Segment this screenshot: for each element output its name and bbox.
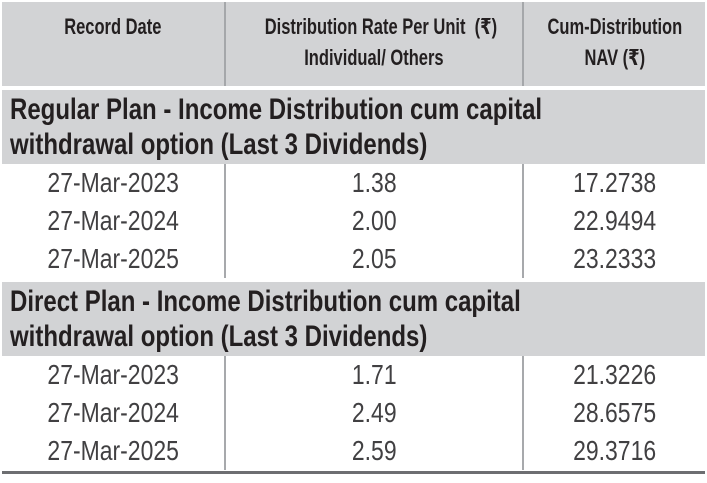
rate-per-unit-value: 1.71 — [351, 359, 397, 390]
rate-per-unit-value: 2.00 — [351, 205, 397, 236]
distribution-rate-header-sublabel: Individual/ Others — [304, 45, 444, 70]
table-row: 27-Mar-2025 2.59 29.3716 — [2, 432, 705, 470]
cum-nav-cell: 22.9494 — [524, 202, 705, 240]
cum-nav-value: 28.6575 — [573, 397, 656, 428]
record-date-cell: 27-Mar-2023 — [2, 164, 226, 202]
cum-nav-cell: 23.2333 — [524, 240, 705, 278]
cum-nav-value: 23.2333 — [573, 243, 656, 274]
record-date-cell: 27-Mar-2025 — [2, 240, 226, 278]
record-date-value: 27-Mar-2025 — [47, 243, 179, 274]
cum-nav-cell: 21.3226 — [524, 356, 705, 394]
record-date-value: 27-Mar-2024 — [47, 205, 179, 236]
rate-per-unit-cell: 1.71 — [226, 356, 524, 394]
record-date-value: 27-Mar-2025 — [47, 435, 179, 466]
cum-distribution-nav-header-label: Cum-Distribution NAV (₹) — [547, 14, 682, 70]
record-date-value: 27-Mar-2023 — [47, 359, 179, 390]
header-cell-record-date: Record Date — [2, 2, 226, 86]
cum-nav-cell: 17.2738 — [524, 164, 705, 202]
header-cell-distribution-rate: Distribution Rate Per Unit (₹) Individua… — [226, 2, 524, 86]
rate-per-unit-value: 2.05 — [351, 243, 397, 274]
record-date-cell: 27-Mar-2024 — [2, 394, 226, 432]
section-title-direct-plan: Direct Plan - Income Distribution cum ca… — [2, 282, 705, 356]
rate-per-unit-value: 1.38 — [351, 167, 397, 198]
cum-nav-value: 29.3716 — [573, 435, 656, 466]
record-date-header-label: Record Date — [64, 14, 162, 39]
rate-per-unit-value: 2.49 — [351, 397, 397, 428]
section-title-label: Regular Plan - Income Distribution cum c… — [10, 93, 543, 161]
table-row: 27-Mar-2024 2.00 22.9494 — [2, 202, 705, 240]
rate-per-unit-cell: 2.59 — [226, 432, 524, 470]
record-date-value: 27-Mar-2023 — [47, 167, 179, 198]
record-date-cell: 27-Mar-2024 — [2, 202, 226, 240]
cum-nav-value: 21.3226 — [573, 359, 656, 390]
rate-per-unit-cell: 2.00 — [226, 202, 524, 240]
header-cell-cum-distribution-nav: Cum-Distribution NAV (₹) — [524, 2, 705, 86]
dividend-distribution-table: Record Date Distribution Rate Per Unit (… — [2, 2, 705, 474]
section-title-label: Direct Plan - Income Distribution cum ca… — [10, 285, 521, 353]
table-header-row: Record Date Distribution Rate Per Unit (… — [2, 2, 705, 86]
cum-nav-value: 17.2738 — [573, 167, 656, 198]
section-title-regular-plan: Regular Plan - Income Distribution cum c… — [2, 90, 705, 164]
table-row: 27-Mar-2023 1.38 17.2738 — [2, 164, 705, 202]
record-date-value: 27-Mar-2024 — [47, 397, 179, 428]
cum-nav-cell: 28.6575 — [524, 394, 705, 432]
rate-per-unit-cell: 2.05 — [226, 240, 524, 278]
cum-nav-value: 22.9494 — [573, 205, 656, 236]
table-bottom-rule — [2, 471, 705, 474]
rate-per-unit-cell: 2.49 — [226, 394, 524, 432]
rate-per-unit-value: 2.59 — [351, 435, 397, 466]
table-row: 27-Mar-2025 2.05 23.2333 — [2, 240, 705, 278]
table-row: 27-Mar-2023 1.71 21.3226 — [2, 356, 705, 394]
record-date-cell: 27-Mar-2023 — [2, 356, 226, 394]
record-date-cell: 27-Mar-2025 — [2, 432, 226, 470]
table-row: 27-Mar-2024 2.49 28.6575 — [2, 394, 705, 432]
distribution-rate-header-label: Distribution Rate Per Unit (₹) — [264, 14, 498, 39]
rate-per-unit-cell: 1.38 — [226, 164, 524, 202]
cum-nav-cell: 29.3716 — [524, 432, 705, 470]
